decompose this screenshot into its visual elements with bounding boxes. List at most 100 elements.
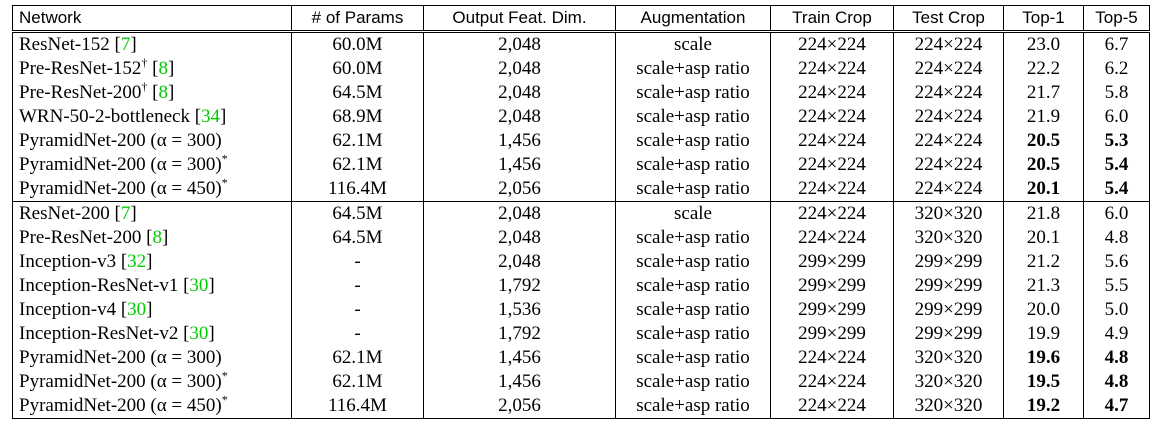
citation-link[interactable]: 30 — [127, 299, 147, 320]
cell-top1: 20.5 — [1003, 153, 1084, 177]
cell-test-crop: 224×224 — [893, 177, 1004, 202]
cell-train-crop: 224×224 — [770, 177, 894, 202]
citation-link[interactable]: 30 — [189, 323, 209, 344]
header-top5: Top-5 — [1083, 5, 1150, 32]
table-row: PyramidNet-200 (α = 450)* 116.4M 2,056 scal… — [12, 177, 1150, 202]
citation-close: ] — [208, 275, 215, 296]
cell-output-dim: 2,048 — [423, 201, 616, 226]
network-name: PyramidNet-200 (α = 300) — [19, 130, 222, 151]
cell-output-dim: 1,792 — [423, 322, 616, 346]
cell-top1: 21.3 — [1003, 274, 1084, 298]
network-name: WRN-50-2-bottleneck [ — [19, 106, 202, 127]
citation-close: ] — [146, 251, 153, 272]
cell-top1: 21.2 — [1003, 250, 1084, 274]
cell-network: Inception-v3 [32] — [12, 250, 292, 274]
table-row: WRN-50-2-bottleneck [34] 68.9M 2,048 scale+… — [12, 105, 1150, 129]
network-name: PyramidNet-200 (α = 300) — [19, 154, 222, 175]
cell-params: 60.0M — [291, 30, 424, 57]
cell-network: WRN-50-2-bottleneck [34] — [12, 105, 292, 129]
citation-link[interactable]: 8 — [152, 227, 163, 248]
cell-test-crop: 224×224 — [893, 30, 1004, 57]
header-top1: Top-1 — [1003, 5, 1084, 32]
cell-output-dim: 1,536 — [423, 298, 616, 322]
cell-network: Inception-v4 [30] — [12, 298, 292, 322]
network-footnote-mark: * — [221, 151, 228, 166]
cell-augmentation: scale+asp ratio — [615, 153, 771, 177]
cell-train-crop: 224×224 — [770, 129, 894, 153]
cell-top5: 6.7 — [1083, 30, 1150, 57]
network-name: Pre-ResNet-200 [ — [19, 227, 153, 248]
cell-network: PyramidNet-200 (α = 300) — [12, 346, 292, 370]
cell-augmentation: scale+asp ratio — [615, 370, 771, 394]
cell-train-crop: 224×224 — [770, 201, 894, 226]
cell-output-dim: 2,056 — [423, 177, 616, 202]
cell-test-crop: 224×224 — [893, 129, 1004, 153]
cell-augmentation: scale+asp ratio — [615, 226, 771, 250]
results-table: Network # of Params Output Feat. Dim. Au… — [12, 5, 1150, 419]
cell-augmentation: scale — [615, 30, 771, 57]
cell-train-crop: 299×299 — [770, 274, 894, 298]
table-row: Inception-v3 [32] -2,048 scale+asp ratio 29… — [12, 250, 1150, 274]
cell-params: 62.1M — [291, 370, 424, 394]
network-name: PyramidNet-200 (α = 450) — [19, 395, 222, 416]
cell-top1: 20.1 — [1003, 177, 1084, 202]
cell-top5: 6.0 — [1083, 105, 1150, 129]
citation-link[interactable]: 34 — [201, 106, 221, 127]
cell-augmentation: scale+asp ratio — [615, 394, 771, 419]
citation-close: ] — [130, 34, 137, 55]
cell-params: - — [291, 274, 424, 298]
cell-train-crop: 299×299 — [770, 250, 894, 274]
cell-train-crop: 224×224 — [770, 30, 894, 57]
table-row: PyramidNet-200 (α = 450)* 116.4M 2,056 scal… — [12, 392, 1150, 419]
table-row: Inception-ResNet-v2 [30] -1,792 scale+asp … — [12, 322, 1150, 346]
cell-top1: 21.7 — [1003, 81, 1084, 105]
cell-augmentation: scale+asp ratio — [615, 57, 771, 81]
network-name: Inception-ResNet-v1 [ — [19, 275, 190, 296]
citation-link[interactable]: 8 — [158, 58, 169, 79]
cell-output-dim: 2,056 — [423, 394, 616, 419]
header-output-dim: Output Feat. Dim. — [423, 5, 616, 32]
header-train-crop: Train Crop — [770, 5, 894, 32]
cell-test-crop: 224×224 — [893, 105, 1004, 129]
citation-link[interactable]: 7 — [120, 203, 131, 224]
cell-test-crop: 224×224 — [893, 57, 1004, 81]
network-name: Pre-ResNet-200 — [19, 82, 142, 103]
cell-test-crop: 299×299 — [893, 250, 1004, 274]
citation-close: ] — [162, 227, 169, 248]
cell-params: - — [291, 322, 424, 346]
table-group-224-test: ResNet-152 [7] 60.0M 2,048 scale 224×224 224×… — [12, 30, 1150, 202]
cell-network: Pre-ResNet-152† [8] — [12, 55, 292, 81]
cell-params: 60.0M — [291, 57, 424, 81]
citation-link[interactable]: 8 — [158, 82, 169, 103]
header-test-crop: Test Crop — [893, 5, 1004, 32]
cell-test-crop: 224×224 — [893, 153, 1004, 177]
cell-network: Pre-ResNet-200† [8] — [12, 79, 292, 105]
cell-top5: 5.8 — [1083, 81, 1150, 105]
citation-link[interactable]: 30 — [189, 275, 209, 296]
cell-top5: 5.4 — [1083, 153, 1150, 177]
network-footnote-mark: † — [141, 55, 148, 70]
network-name: ResNet-152 [ — [19, 34, 121, 55]
cell-augmentation: scale+asp ratio — [615, 274, 771, 298]
network-footnote-mark: * — [221, 392, 228, 407]
cell-network: Pre-ResNet-200 [8] — [12, 226, 292, 250]
cell-train-crop: 224×224 — [770, 105, 894, 129]
header-row: Network # of Params Output Feat. Dim. Au… — [12, 5, 1150, 32]
table-row: PyramidNet-200 (α = 300)* 62.1M 1,456 scale… — [12, 370, 1150, 394]
citation-link[interactable]: 7 — [120, 34, 131, 55]
cell-network: ResNet-152 [7] — [12, 30, 292, 57]
table-row: PyramidNet-200 (α = 300) 62.1M 1,456 scale+… — [12, 129, 1150, 153]
network-footnote-mark: † — [141, 79, 148, 94]
table-row: ResNet-152 [7] 60.0M 2,048 scale 224×224 224×… — [12, 30, 1150, 57]
cell-train-crop: 224×224 — [770, 57, 894, 81]
citation-close: ] — [168, 82, 175, 103]
cell-network: PyramidNet-200 (α = 300)* — [12, 151, 292, 177]
table-row: Inception-v4 [30] -1,536 scale+asp ratio 29… — [12, 298, 1150, 322]
cell-network: PyramidNet-200 (α = 300)* — [12, 370, 292, 394]
cell-top1: 20.1 — [1003, 226, 1084, 250]
cell-top1: 21.8 — [1003, 201, 1084, 226]
cell-output-dim: 2,048 — [423, 250, 616, 274]
cell-top5: 6.2 — [1083, 57, 1150, 81]
cell-test-crop: 224×224 — [893, 81, 1004, 105]
citation-link[interactable]: 32 — [127, 251, 147, 272]
